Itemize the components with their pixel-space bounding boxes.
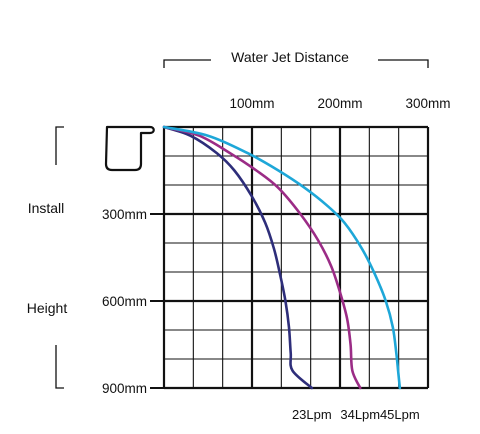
series-label-34Lpm: 34Lpm bbox=[340, 407, 380, 422]
y-label-height: Height bbox=[27, 300, 68, 316]
series-labels: 23Lpm 34Lpm 45Lpm bbox=[292, 407, 420, 422]
y-tick-labels: 300mm 600mm 900mm bbox=[102, 207, 164, 396]
y-tick-label: 300mm bbox=[102, 207, 147, 222]
series-line-23Lpm bbox=[162, 125, 314, 390]
chart-title: Water Jet Distance bbox=[231, 49, 349, 65]
x-tick-label: 300mm bbox=[405, 96, 450, 111]
water-jet-fitting-icon bbox=[104, 125, 155, 172]
y-label-install: Install bbox=[28, 200, 65, 216]
x-tick-label: 200mm bbox=[317, 96, 362, 111]
x-tick-labels: 100mm 200mm 300mm bbox=[229, 96, 450, 111]
grid-major bbox=[162, 125, 430, 390]
x-bracket-left bbox=[163, 59, 211, 68]
x-bracket-right bbox=[378, 59, 429, 68]
y-tick-label: 600mm bbox=[102, 294, 147, 309]
series-line-45Lpm bbox=[162, 125, 402, 390]
series-layer bbox=[162, 125, 402, 390]
y-axis-bracket bbox=[55, 126, 64, 389]
y-bracket-top bbox=[55, 126, 64, 165]
y-bracket-bottom bbox=[55, 345, 64, 389]
series-label-45Lpm: 45Lpm bbox=[380, 407, 420, 422]
series-label-23Lpm: 23Lpm bbox=[292, 407, 332, 422]
x-tick-label: 100mm bbox=[229, 96, 274, 111]
x-axis-bracket bbox=[163, 59, 429, 68]
y-tick-label: 900mm bbox=[102, 381, 147, 396]
series-line-34Lpm bbox=[162, 125, 362, 390]
grid-minor bbox=[164, 127, 428, 388]
